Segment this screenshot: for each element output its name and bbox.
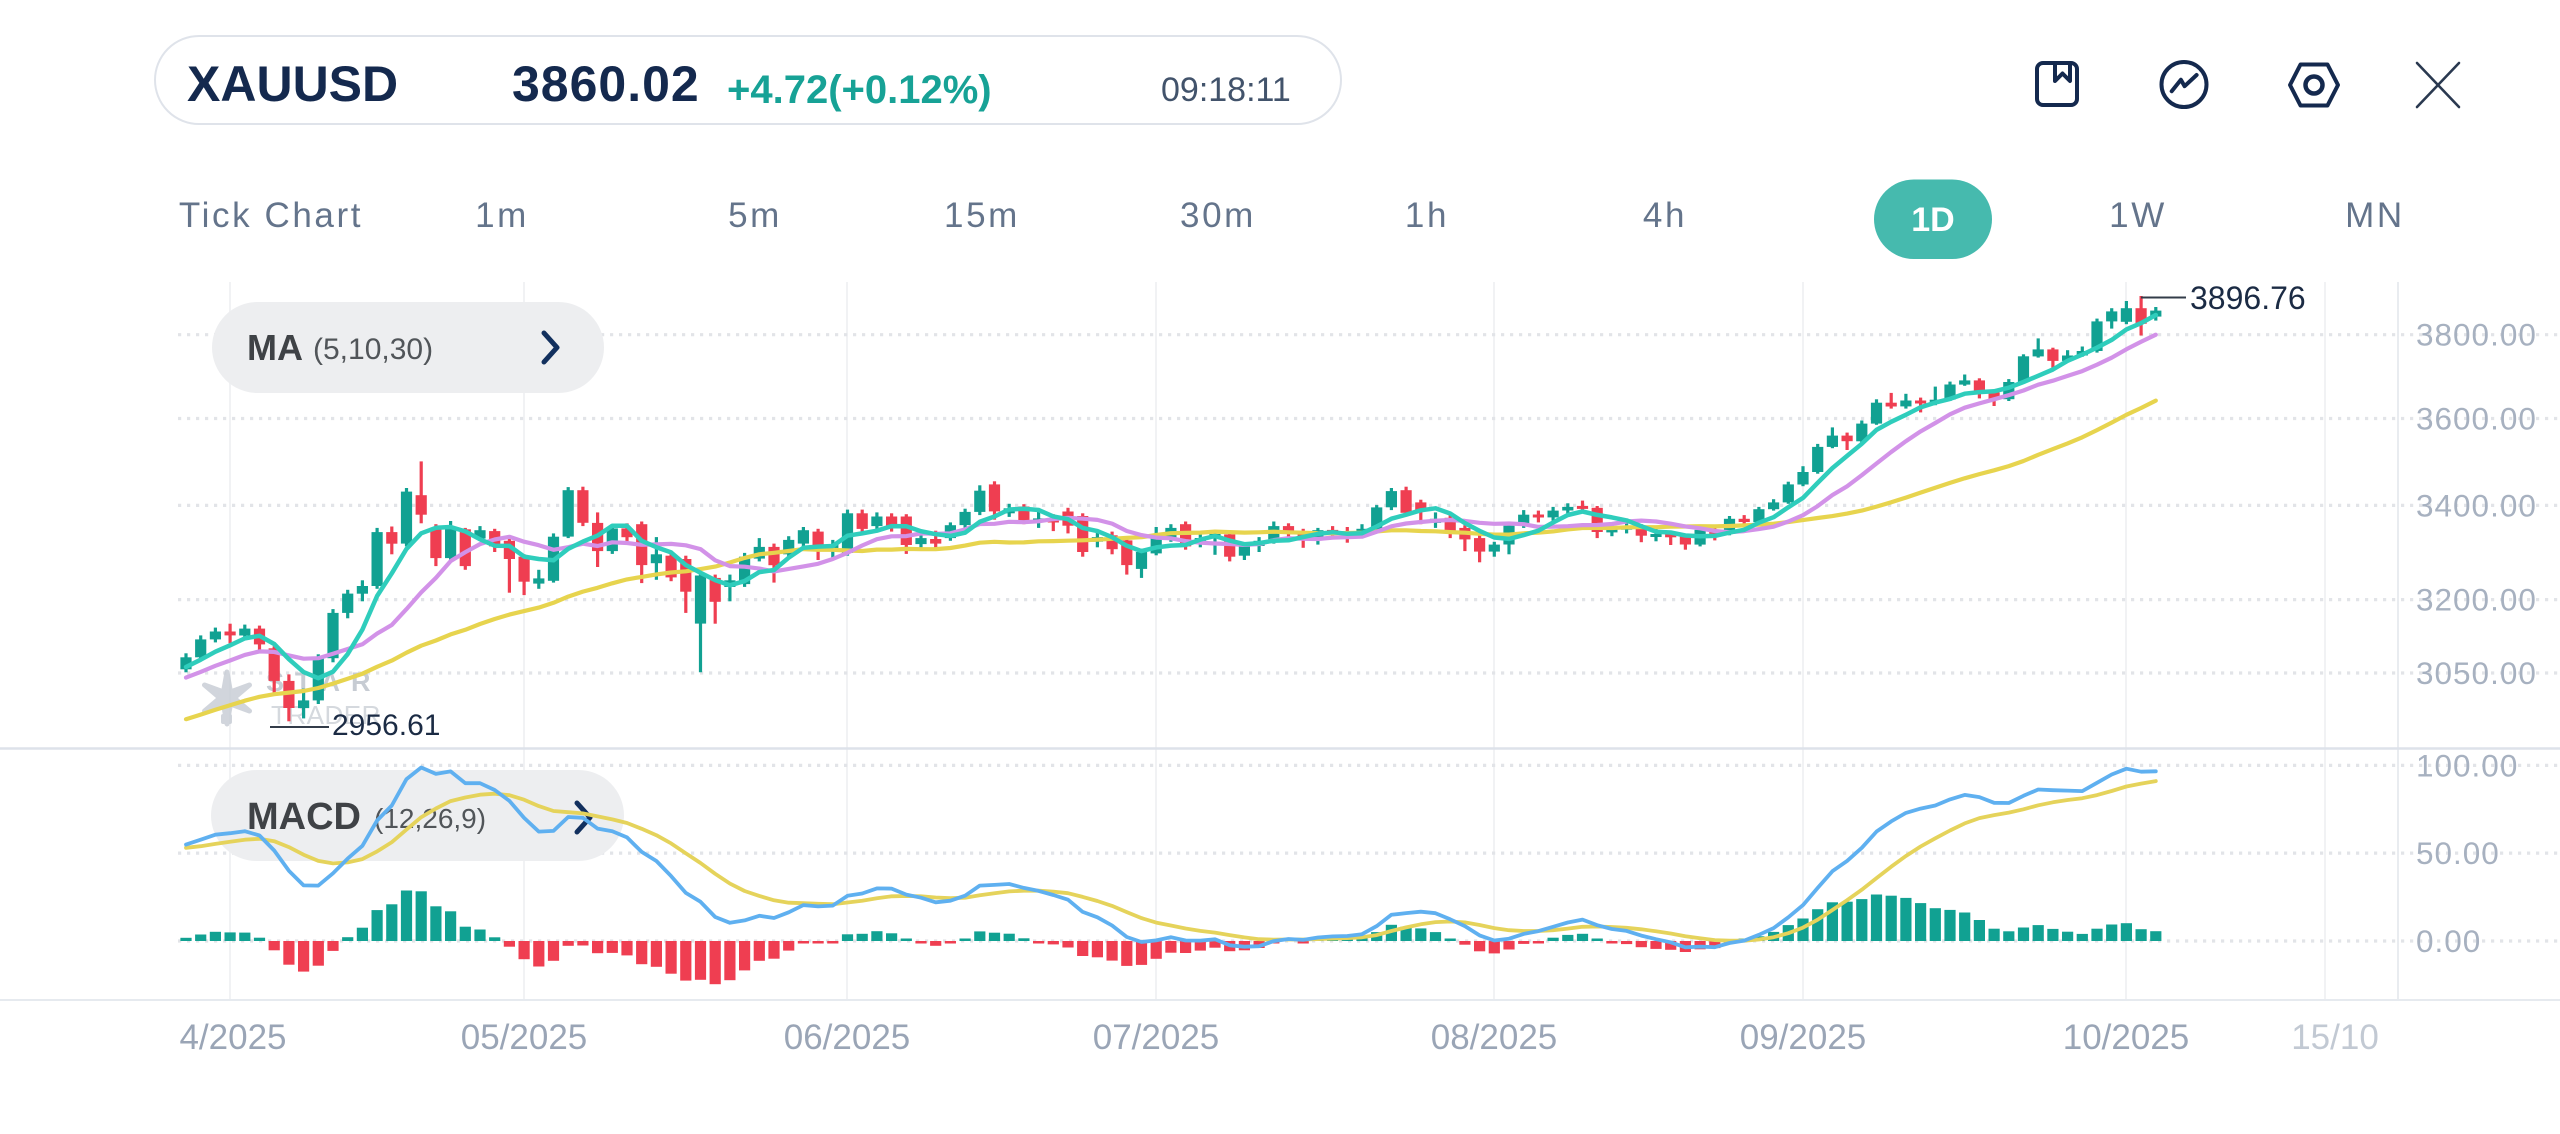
- svg-text:08/2025: 08/2025: [1431, 1018, 1558, 1057]
- svg-text:5m: 5m: [728, 196, 782, 235]
- svg-text:(12,26,9): (12,26,9): [374, 803, 486, 834]
- svg-text:10/2025: 10/2025: [2063, 1018, 2190, 1057]
- svg-text:3400.00: 3400.00: [2416, 487, 2537, 523]
- svg-text:(5,10,30): (5,10,30): [313, 333, 433, 366]
- svg-text:4h: 4h: [1643, 196, 1687, 235]
- svg-text:30m: 30m: [1180, 196, 1256, 235]
- svg-text:06/2025: 06/2025: [784, 1018, 911, 1057]
- svg-text:09/2025: 09/2025: [1740, 1018, 1867, 1057]
- svg-text:1m: 1m: [475, 196, 529, 235]
- svg-text:3200.00: 3200.00: [2416, 582, 2537, 618]
- svg-text:+4.72(+0.12%): +4.72(+0.12%): [727, 68, 992, 112]
- svg-text:15m: 15m: [944, 196, 1020, 235]
- svg-text:3860.02: 3860.02: [512, 56, 700, 112]
- svg-text:1h: 1h: [1405, 196, 1449, 235]
- svg-text:15/10: 15/10: [2291, 1018, 2379, 1057]
- svg-text:2956.61: 2956.61: [332, 709, 440, 742]
- svg-text:XAUUSD: XAUUSD: [187, 56, 398, 112]
- svg-text:Tick Chart: Tick Chart: [179, 196, 363, 235]
- svg-text:3800.00: 3800.00: [2416, 317, 2537, 353]
- svg-text:1D: 1D: [1911, 201, 1954, 239]
- svg-text:3050.00: 3050.00: [2416, 655, 2537, 691]
- svg-text:4/2025: 4/2025: [179, 1018, 286, 1057]
- svg-text:0.00: 0.00: [2416, 923, 2481, 959]
- svg-text:MA: MA: [247, 327, 303, 368]
- svg-text:09:18:11: 09:18:11: [1161, 71, 1291, 109]
- svg-text:1W: 1W: [2109, 196, 2167, 235]
- svg-text:05/2025: 05/2025: [461, 1018, 588, 1057]
- svg-text:3896.76: 3896.76: [2190, 280, 2306, 316]
- svg-text:MN: MN: [2345, 196, 2405, 235]
- svg-text:100.00: 100.00: [2416, 747, 2518, 783]
- svg-text:50.00: 50.00: [2416, 835, 2500, 871]
- svg-text:07/2025: 07/2025: [1093, 1018, 1220, 1057]
- svg-text:3600.00: 3600.00: [2416, 401, 2537, 437]
- svg-text:MACD: MACD: [247, 796, 361, 838]
